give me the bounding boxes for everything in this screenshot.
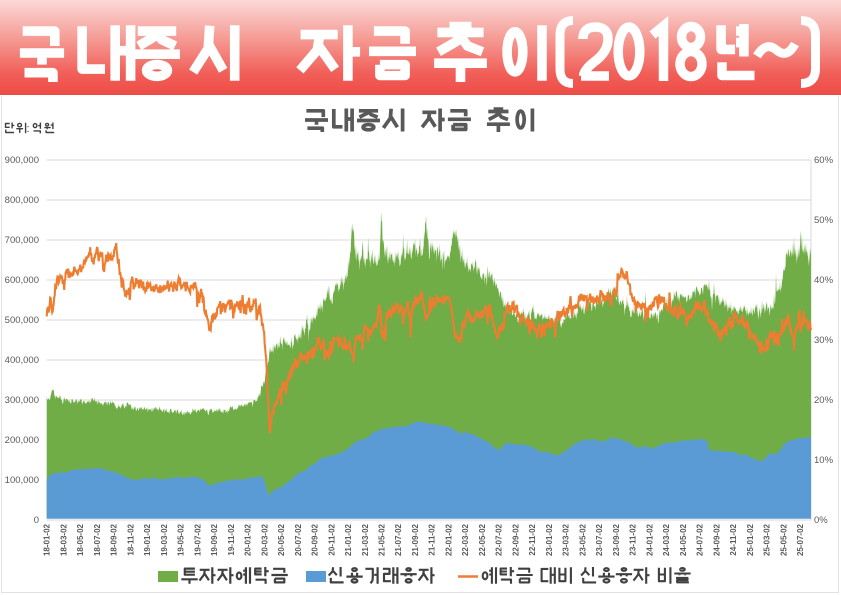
svg-text:20-01-02: 20-01-02 — [244, 523, 253, 556]
svg-text:19-03-02: 19-03-02 — [160, 523, 169, 556]
svg-text:19-01-02: 19-01-02 — [143, 523, 152, 556]
svg-text:10%: 10% — [814, 455, 834, 466]
svg-text:500,000: 500,000 — [5, 315, 39, 326]
svg-text:20-09-02: 20-09-02 — [311, 523, 320, 556]
svg-text:25-05-02: 25-05-02 — [779, 523, 788, 556]
svg-text:50%: 50% — [814, 215, 834, 226]
svg-text:19-07-02: 19-07-02 — [193, 523, 202, 556]
svg-text:18-07-02: 18-07-02 — [93, 523, 102, 556]
svg-text:0: 0 — [34, 515, 39, 526]
svg-text:19-05-02: 19-05-02 — [177, 523, 186, 556]
svg-text:22-07-02: 22-07-02 — [495, 523, 504, 556]
svg-text:20-03-02: 20-03-02 — [260, 523, 269, 556]
svg-text:25-03-02: 25-03-02 — [763, 523, 772, 556]
svg-text:23-01-02: 23-01-02 — [545, 523, 554, 556]
svg-text:25-07-02: 25-07-02 — [796, 523, 805, 556]
svg-text:23-07-02: 23-07-02 — [595, 523, 604, 556]
svg-text:22-09-02: 22-09-02 — [511, 523, 520, 556]
svg-text:0%: 0% — [814, 515, 828, 526]
svg-text:30%: 30% — [814, 335, 834, 346]
svg-text:21-11-02: 21-11-02 — [428, 523, 437, 555]
svg-text:20-11-02: 20-11-02 — [327, 523, 336, 555]
svg-text:60%: 60% — [814, 155, 834, 166]
svg-text:21-05-02: 21-05-02 — [378, 523, 387, 556]
svg-text:25-01-02: 25-01-02 — [746, 523, 755, 556]
svg-text:900,000: 900,000 — [5, 155, 39, 166]
svg-text:100,000: 100,000 — [5, 475, 39, 486]
svg-text:18-05-02: 18-05-02 — [76, 523, 85, 556]
svg-text:200,000: 200,000 — [5, 435, 39, 446]
svg-text:23-05-02: 23-05-02 — [578, 523, 587, 556]
svg-text:24-03-02: 24-03-02 — [662, 523, 671, 556]
svg-text:24-09-02: 24-09-02 — [712, 523, 721, 556]
svg-text:18-09-02: 18-09-02 — [110, 523, 119, 556]
svg-text:21-03-02: 21-03-02 — [361, 523, 370, 556]
svg-text:19-11-02: 19-11-02 — [227, 523, 236, 555]
svg-text:22-05-02: 22-05-02 — [478, 523, 487, 556]
svg-text:20-07-02: 20-07-02 — [294, 523, 303, 556]
svg-text:24-05-02: 24-05-02 — [679, 523, 688, 556]
svg-text:20-05-02: 20-05-02 — [277, 523, 286, 556]
svg-text:20%: 20% — [814, 395, 834, 406]
svg-text:18-01-02: 18-01-02 — [43, 523, 52, 556]
svg-text:22-11-02: 22-11-02 — [528, 523, 537, 555]
svg-text:24-01-02: 24-01-02 — [645, 523, 654, 556]
svg-text:24-07-02: 24-07-02 — [696, 523, 705, 556]
svg-text:800,000: 800,000 — [5, 195, 39, 206]
svg-text::: : — [27, 123, 30, 135]
svg-text:21-09-02: 21-09-02 — [411, 523, 420, 556]
svg-text:21-01-02: 21-01-02 — [344, 523, 353, 556]
svg-text:23-09-02: 23-09-02 — [612, 523, 621, 556]
svg-text:700,000: 700,000 — [5, 235, 39, 246]
svg-text:22-01-02: 22-01-02 — [445, 523, 454, 556]
svg-text:24-11-02: 24-11-02 — [729, 523, 738, 555]
svg-text:40%: 40% — [814, 275, 834, 286]
svg-text:18-11-02: 18-11-02 — [126, 523, 135, 555]
svg-text:19-09-02: 19-09-02 — [210, 523, 219, 556]
svg-text:400,000: 400,000 — [5, 355, 39, 366]
svg-text:23-11-02: 23-11-02 — [629, 523, 638, 555]
svg-text:23-03-02: 23-03-02 — [562, 523, 571, 556]
svg-text:600,000: 600,000 — [5, 275, 39, 286]
svg-text:300,000: 300,000 — [5, 395, 39, 406]
svg-text:18-03-02: 18-03-02 — [59, 523, 68, 556]
svg-text:21-07-02: 21-07-02 — [394, 523, 403, 556]
svg-text:22-03-02: 22-03-02 — [461, 523, 470, 556]
